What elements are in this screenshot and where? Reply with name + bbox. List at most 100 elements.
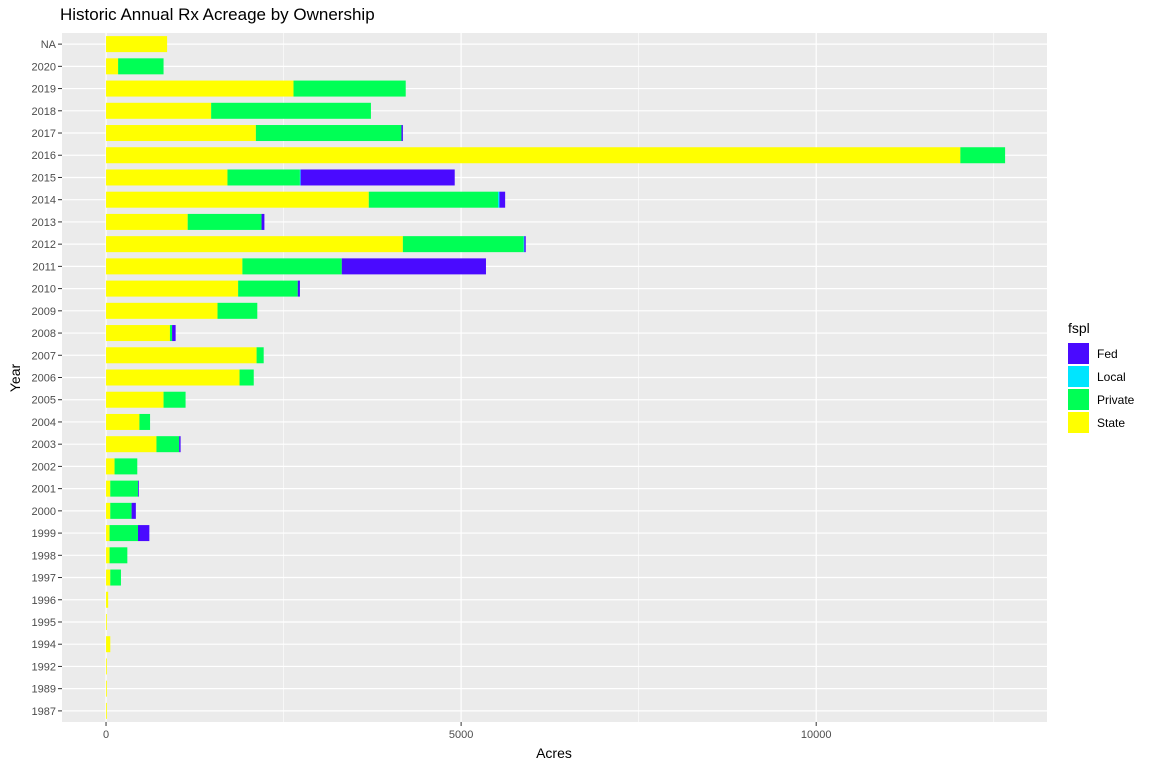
y-tick-label: 2012 bbox=[32, 239, 56, 251]
x-tick-label: 0 bbox=[103, 729, 109, 741]
bar-state-1996 bbox=[106, 591, 109, 608]
y-tick-label: 1987 bbox=[32, 706, 56, 718]
legend-swatch bbox=[1068, 389, 1089, 410]
bar-state-2018 bbox=[106, 102, 212, 119]
bar-state-1998 bbox=[106, 547, 110, 564]
bar-state-1992 bbox=[106, 658, 107, 675]
legend-label: Private bbox=[1097, 392, 1135, 407]
bar-local-2014 bbox=[498, 191, 500, 208]
x-axis-label: Acres bbox=[536, 745, 572, 761]
bar-private-2006 bbox=[239, 369, 254, 386]
y-tick-label: 2018 bbox=[32, 106, 56, 118]
y-tick-label: 2005 bbox=[32, 395, 56, 407]
bar-local-2015 bbox=[299, 169, 301, 186]
legend-swatch bbox=[1068, 366, 1089, 387]
bar-private-2014 bbox=[368, 191, 499, 208]
bar-state-2000 bbox=[106, 502, 111, 519]
bar-private-2018 bbox=[211, 102, 371, 119]
legend-title: fspl bbox=[1068, 320, 1090, 336]
bar-state-1987 bbox=[106, 702, 107, 719]
y-tick-label: 2017 bbox=[32, 128, 56, 140]
y-tick-label: 2009 bbox=[32, 306, 56, 318]
bar-private-2015 bbox=[227, 169, 300, 186]
bar-private-2013 bbox=[187, 213, 262, 230]
legend-label: State bbox=[1097, 415, 1126, 430]
y-axis-label: Year bbox=[7, 364, 23, 393]
bar-state-2010 bbox=[106, 280, 239, 297]
bar-state-2001 bbox=[106, 480, 111, 497]
bar-state-2003 bbox=[106, 436, 157, 453]
bar-fed-2011 bbox=[341, 258, 486, 275]
bar-state-2009 bbox=[106, 302, 218, 319]
y-tick-label: NA bbox=[41, 39, 57, 51]
bar-fed-2003 bbox=[179, 436, 181, 453]
legend-item-private: Private bbox=[1068, 388, 1134, 411]
legend-items: Fed Local Private State bbox=[1068, 342, 1134, 434]
bar-state-1989 bbox=[106, 680, 107, 697]
bar-private-2011 bbox=[242, 258, 342, 275]
bar-state-1997 bbox=[106, 569, 111, 586]
y-tick-label: 1995 bbox=[32, 617, 56, 629]
bar-private-2016 bbox=[960, 147, 1006, 164]
bars bbox=[106, 36, 1006, 719]
bar-private-1998 bbox=[109, 547, 128, 564]
legend-item-state: State bbox=[1068, 411, 1134, 434]
bar-state-2020 bbox=[106, 58, 119, 75]
legend: fspl Fed Local Private State bbox=[1068, 320, 1134, 434]
bar-state-2005 bbox=[106, 391, 164, 408]
bar-private-2017 bbox=[255, 125, 402, 142]
bar-private-2010 bbox=[238, 280, 298, 297]
bar-fed-2012 bbox=[524, 236, 526, 253]
bar-fed-2013 bbox=[261, 213, 265, 230]
x-tick-label: 5000 bbox=[449, 729, 473, 741]
bar-state-2012 bbox=[106, 236, 403, 253]
y-tick-label: 2001 bbox=[32, 484, 56, 496]
y-tick-label: 1994 bbox=[32, 639, 56, 651]
legend-swatch bbox=[1068, 412, 1089, 433]
bar-fed-1999 bbox=[137, 525, 150, 542]
bar-private-2008 bbox=[169, 325, 173, 342]
y-tick-label: 2016 bbox=[32, 150, 56, 162]
legend-swatch bbox=[1068, 343, 1089, 364]
bar-private-2019 bbox=[293, 80, 406, 97]
y-tick-label: 2002 bbox=[32, 461, 56, 473]
bar-state-2004 bbox=[106, 413, 140, 430]
bar-state-2011 bbox=[106, 258, 243, 275]
bar-state-2014 bbox=[106, 191, 369, 208]
bar-local-2012 bbox=[523, 236, 525, 253]
y-tick-label: 2007 bbox=[32, 350, 56, 362]
bar-private-1997 bbox=[110, 569, 121, 586]
y-tick-label: 1998 bbox=[32, 550, 56, 562]
bar-fed-2017 bbox=[401, 125, 403, 142]
bar-state-2013 bbox=[106, 213, 188, 230]
y-tick-label: 2011 bbox=[32, 261, 56, 273]
bar-private-2007 bbox=[256, 347, 264, 364]
bar-fed-2010 bbox=[297, 280, 300, 297]
y-tick-label: 2015 bbox=[32, 172, 56, 184]
bar-private-2002 bbox=[114, 458, 138, 475]
bar-fed-2008 bbox=[172, 325, 176, 342]
legend-label: Fed bbox=[1097, 346, 1118, 361]
legend-item-fed: Fed bbox=[1068, 342, 1134, 365]
y-tick-label: 1999 bbox=[32, 528, 56, 540]
y-tick-label: 1989 bbox=[32, 684, 56, 696]
y-tick-label: 2013 bbox=[32, 217, 56, 229]
x-axis-ticks: 0 5000 10000 bbox=[103, 722, 831, 741]
bar-private-1999 bbox=[109, 525, 138, 542]
bar-state-2019 bbox=[106, 80, 294, 97]
legend-item-local: Local bbox=[1068, 365, 1134, 388]
bar-state-2002 bbox=[106, 458, 115, 475]
chart-title: Historic Annual Rx Acreage by Ownership bbox=[60, 5, 375, 24]
bar-state-2007 bbox=[106, 347, 257, 364]
bar-state-1994 bbox=[106, 636, 111, 653]
y-tick-label: 2004 bbox=[32, 417, 56, 429]
bar-fed-2014 bbox=[499, 191, 506, 208]
bar-private-2001 bbox=[110, 480, 138, 497]
bar-state-2015 bbox=[106, 169, 228, 186]
bar-fed-2015 bbox=[300, 169, 455, 186]
y-tick-label: 2020 bbox=[32, 61, 56, 73]
bar-private-2005 bbox=[163, 391, 186, 408]
y-tick-label: 2006 bbox=[32, 373, 56, 385]
bar-state-2006 bbox=[106, 369, 240, 386]
